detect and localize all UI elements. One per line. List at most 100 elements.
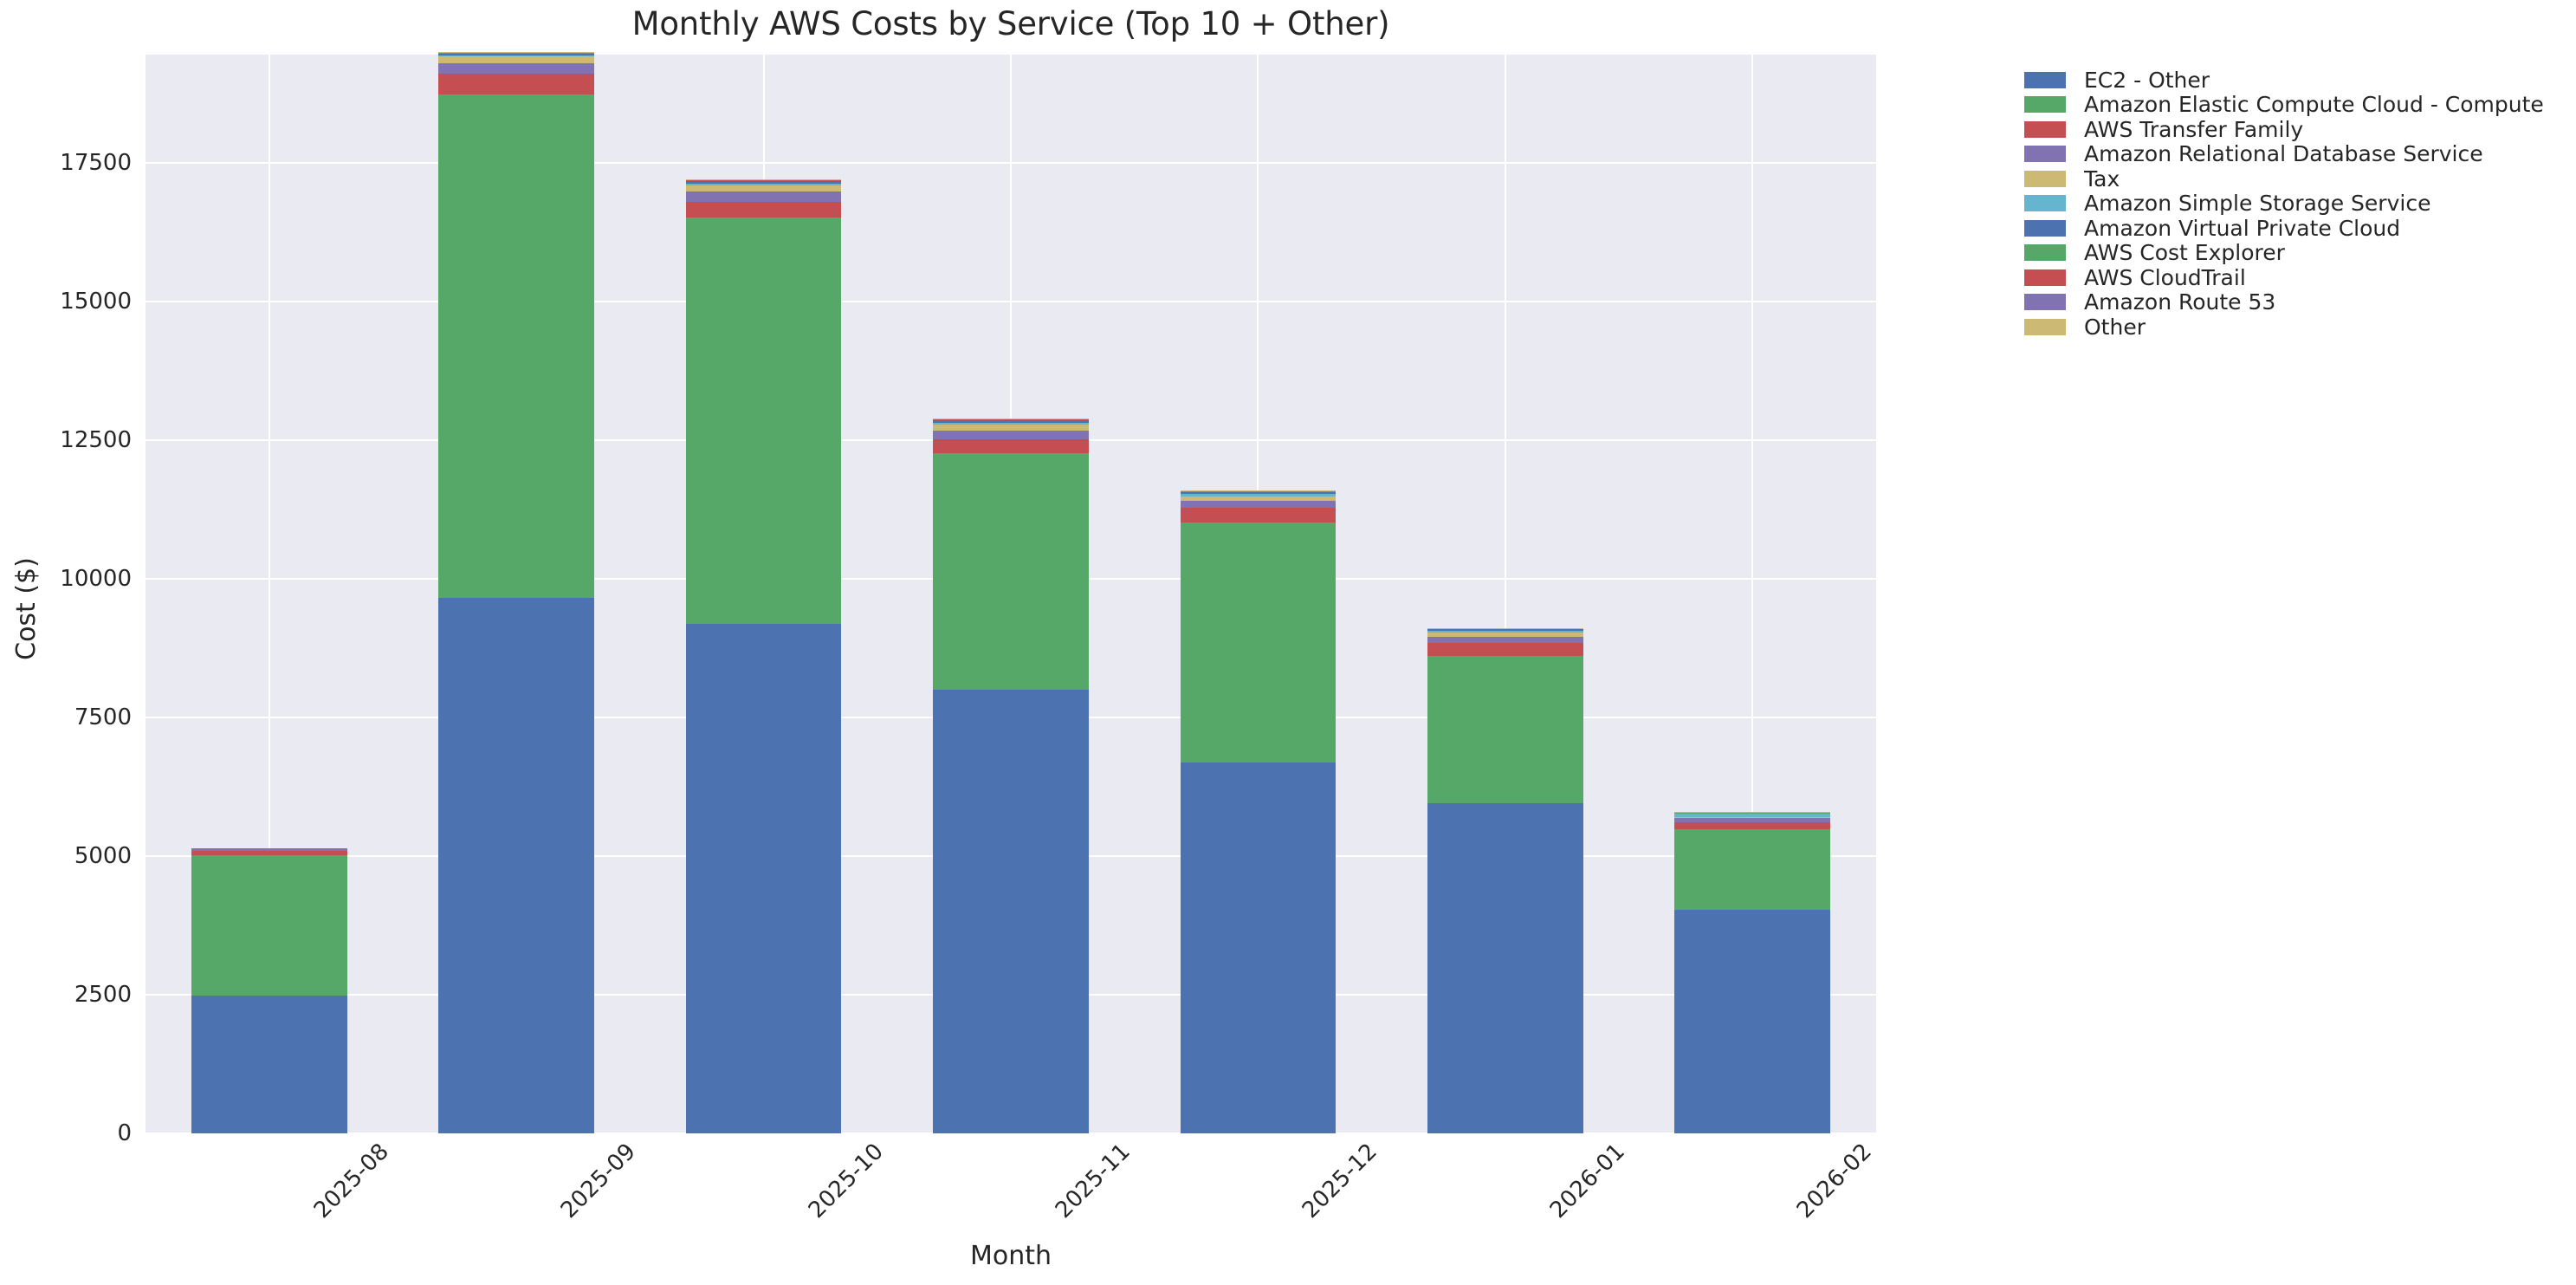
- legend-label: Amazon Route 53: [2084, 289, 2276, 315]
- bar-segment[interactable]: [1427, 642, 1583, 656]
- bar-segment[interactable]: [1180, 522, 1337, 763]
- bar-segment[interactable]: [933, 689, 1089, 1133]
- legend-label: AWS CloudTrail: [2084, 264, 2246, 290]
- chart-legend: EC2 - Other Amazon Elastic Compute Cloud …: [2024, 68, 2561, 340]
- gridline-vertical: [1504, 55, 1506, 1133]
- y-axis-ticks: 0 2500 5000 7500 10000 12500 15000 17500: [0, 55, 132, 1146]
- bar-group[interactable]: [933, 55, 1089, 1133]
- bar-segment[interactable]: [1180, 493, 1337, 496]
- bar-segment[interactable]: [1674, 813, 1831, 814]
- bar-segment[interactable]: [933, 419, 1089, 420]
- bar-segment[interactable]: [1427, 636, 1583, 643]
- bar-segment[interactable]: [1427, 628, 1583, 631]
- legend-item[interactable]: AWS CloudTrail: [2024, 265, 2561, 290]
- bar-group[interactable]: [191, 55, 347, 1133]
- x-tick-label: 2026-02: [1792, 1139, 1878, 1224]
- bar-segment[interactable]: [1674, 829, 1831, 911]
- bar-segment[interactable]: [438, 94, 595, 598]
- bar-segment[interactable]: [1180, 763, 1337, 1133]
- bar-segment[interactable]: [1674, 814, 1831, 817]
- legend-swatch-icon: [2024, 170, 2066, 187]
- bar-segment[interactable]: [933, 419, 1089, 423]
- bar-segment[interactable]: [1674, 821, 1831, 830]
- bar-segment[interactable]: [933, 425, 1089, 432]
- bar-segment[interactable]: [1427, 630, 1583, 633]
- bar-segment[interactable]: [438, 55, 595, 57]
- bar-segment[interactable]: [191, 848, 347, 851]
- legend-item[interactable]: AWS Transfer Family: [2024, 117, 2561, 142]
- x-tick-label: 2025-11: [1050, 1139, 1136, 1224]
- legend-item[interactable]: Amazon Virtual Private Cloud: [2024, 216, 2561, 241]
- bar-segment[interactable]: [438, 63, 595, 75]
- legend-label: Amazon Simple Storage Service: [2084, 191, 2431, 217]
- x-tick-label: 2026-01: [1544, 1139, 1630, 1224]
- legend-label: AWS Cost Explorer: [2084, 240, 2285, 266]
- bar-segment[interactable]: [438, 52, 595, 54]
- legend-item[interactable]: Amazon Simple Storage Service: [2024, 191, 2561, 217]
- legend-label: Amazon Relational Database Service: [2084, 141, 2483, 167]
- x-tick-label: 2025-12: [1298, 1139, 1383, 1224]
- legend-item[interactable]: Tax: [2024, 166, 2561, 191]
- legend-item[interactable]: Amazon Route 53: [2024, 290, 2561, 315]
- bar-group[interactable]: [685, 55, 842, 1133]
- y-tick-label: 2500: [74, 981, 132, 1008]
- bar-segment[interactable]: [685, 185, 842, 192]
- y-tick-label: 0: [117, 1120, 132, 1146]
- legend-label: AWS Transfer Family: [2084, 116, 2304, 142]
- bar-group[interactable]: [1427, 55, 1583, 1133]
- bar-segment[interactable]: [438, 56, 595, 64]
- bar-segment[interactable]: [685, 180, 842, 181]
- bar-segment[interactable]: [438, 74, 595, 95]
- bar-segment[interactable]: [1180, 507, 1337, 522]
- legend-label: EC2 - Other: [2084, 67, 2210, 93]
- legend-item[interactable]: EC2 - Other: [2024, 68, 2561, 93]
- bar-group[interactable]: [438, 51, 595, 1133]
- bar-segment[interactable]: [933, 431, 1089, 439]
- bar-segment[interactable]: [685, 202, 842, 218]
- bar-segment[interactable]: [1427, 633, 1583, 637]
- x-axis-label: Month: [969, 1241, 1052, 1271]
- bar-segment[interactable]: [191, 850, 347, 855]
- bar-segment[interactable]: [1674, 816, 1831, 819]
- y-tick-label: 7500: [74, 704, 132, 730]
- bar-group[interactable]: [1674, 55, 1831, 1133]
- bar-segment[interactable]: [933, 438, 1089, 453]
- gridline-vertical: [268, 55, 270, 1133]
- x-tick-label: 2025-09: [555, 1139, 641, 1224]
- bar-group[interactable]: [1180, 55, 1337, 1133]
- bar-segment[interactable]: [1427, 655, 1583, 803]
- bar-segment[interactable]: [685, 180, 842, 185]
- bar-segment[interactable]: [1180, 496, 1337, 502]
- bar-segment[interactable]: [1674, 818, 1831, 822]
- bar-segment[interactable]: [191, 996, 347, 1133]
- bar-segment[interactable]: [933, 422, 1089, 425]
- bar-segment[interactable]: [1180, 501, 1337, 508]
- bar-segment[interactable]: [1427, 802, 1583, 1133]
- legend-item[interactable]: AWS Cost Explorer: [2024, 241, 2561, 266]
- x-tick-label: 2025-10: [803, 1139, 889, 1224]
- bar-segment[interactable]: [933, 452, 1089, 690]
- legend-label: Other: [2084, 314, 2146, 340]
- y-tick-label: 10000: [60, 565, 132, 592]
- bar-segment[interactable]: [1674, 910, 1831, 1133]
- legend-swatch-icon: [2024, 294, 2066, 311]
- legend-swatch-icon: [2024, 195, 2066, 212]
- bar-segment[interactable]: [438, 53, 595, 55]
- y-axis-label: Cost ($): [11, 557, 42, 660]
- bar-segment[interactable]: [685, 624, 842, 1133]
- legend-label: Amazon Virtual Private Cloud: [2084, 215, 2401, 241]
- bar-segment[interactable]: [685, 191, 842, 203]
- legend-swatch-icon: [2024, 269, 2066, 286]
- bar-segment[interactable]: [685, 184, 842, 186]
- legend-swatch-icon: [2024, 120, 2066, 138]
- bar-segment[interactable]: [438, 597, 595, 1133]
- legend-item[interactable]: Other: [2024, 315, 2561, 340]
- bar-segment[interactable]: [1180, 491, 1337, 494]
- bar-segment[interactable]: [685, 217, 842, 625]
- bar-segment[interactable]: [1180, 490, 1337, 492]
- bar-segment[interactable]: [191, 854, 347, 996]
- legend-item[interactable]: Amazon Relational Database Service: [2024, 142, 2561, 167]
- gridline-horizontal: [146, 1132, 1876, 1134]
- legend-swatch-icon: [2024, 96, 2066, 114]
- legend-item[interactable]: Amazon Elastic Compute Cloud - Compute: [2024, 93, 2561, 118]
